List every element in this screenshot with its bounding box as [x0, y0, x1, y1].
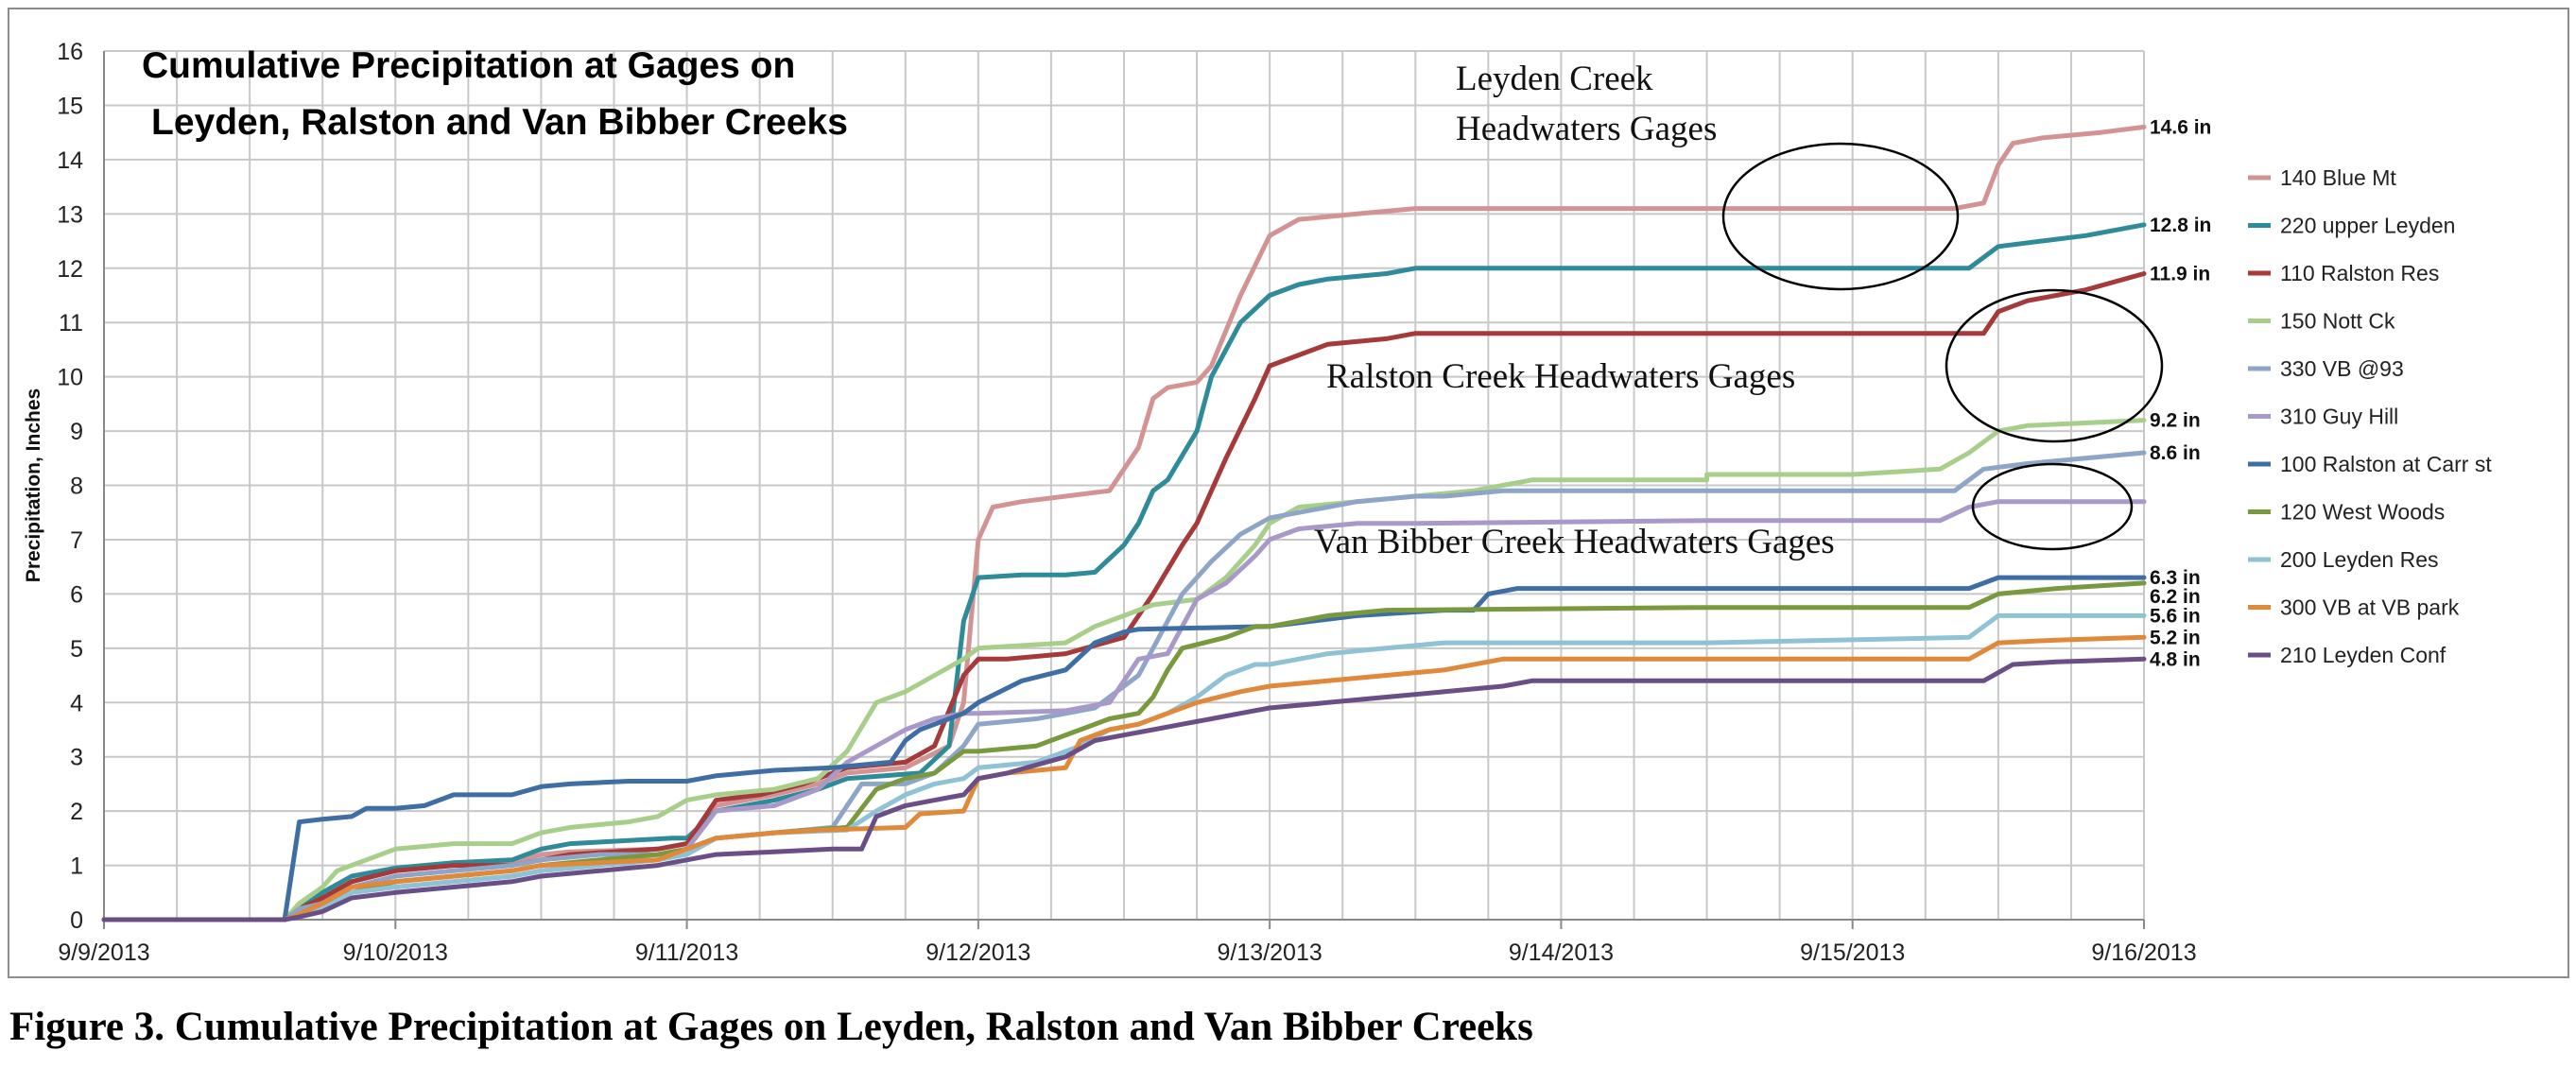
series-line [101, 612, 2147, 922]
end-value-label: 6.2 in [2150, 586, 2201, 608]
annotation-ellipse [1971, 462, 2134, 551]
x-tick-label: 9/15/2013 [1800, 939, 1905, 966]
chart-title-line: Cumulative Precipitation at Gages on [142, 45, 795, 86]
y-tick-label: 13 [57, 201, 83, 228]
legend-label: 300 VB at VB park [2280, 595, 2460, 620]
chart-title-line: Leyden, Ralston and Van Bibber Creeks [151, 102, 848, 143]
legend-item: 150 Nott Ck [2248, 309, 2395, 334]
end-value-label: 6.3 in [2150, 567, 2201, 589]
y-tick-label: 6 [70, 581, 83, 608]
legend-label: 310 Guy Hill [2280, 405, 2398, 429]
y-tick-label: 4 [70, 690, 83, 716]
y-tick-label: 9 [70, 419, 83, 445]
legend-label: 150 Nott Ck [2280, 309, 2395, 334]
chart-title: Cumulative Precipitation at Gages on Leyd… [142, 45, 848, 143]
end-value-label: 8.6 in [2150, 442, 2201, 464]
series-lines [101, 124, 2147, 922]
legend-item: 120 West Woods [2248, 500, 2445, 525]
legend-label: 140 Blue Mt [2280, 165, 2396, 190]
annotation-text: Ralston Creek Headwaters Gages [1326, 357, 1795, 396]
legend: 140 Blue Mt 220 upper Leyden 110 Ralston R… [2248, 165, 2492, 667]
legend-label: 220 upper Leyden [2280, 214, 2455, 238]
end-labels: 14.6 in 12.8 in 11.9 in 9.2 in 8.6 in 6.3 in6… [2150, 116, 2211, 670]
legend-item: 220 upper Leyden [2248, 214, 2455, 238]
series-line [101, 450, 2147, 922]
legend-item: 330 VB @93 [2248, 356, 2404, 381]
grid-lines [103, 50, 2145, 921]
annotation-text: Leyden Creek [1456, 60, 1653, 98]
x-tick-label: 9/16/2013 [2091, 939, 2196, 966]
legend-item: 200 Leyden Res [2248, 547, 2439, 572]
end-value-label: 9.2 in [2150, 410, 2201, 432]
x-tick-label: 9/9/2013 [58, 939, 149, 966]
end-value-label: 4.8 in [2150, 648, 2201, 670]
x-tick-label: 9/14/2013 [1509, 939, 1614, 966]
y-tick-label: 16 [57, 39, 83, 65]
series-line [101, 222, 2147, 922]
end-value-label: 11.9 in [2150, 263, 2210, 284]
legend-label: 330 VB @93 [2280, 356, 2404, 381]
x-tick-label: 9/13/2013 [1218, 939, 1323, 966]
y-tick-label: 15 [57, 93, 83, 119]
series-line [101, 271, 2147, 922]
legend-item: 300 VB at VB park [2248, 595, 2460, 620]
x-tick-label: 9/11/2013 [635, 939, 738, 966]
end-value-label: 12.8 in [2150, 215, 2211, 236]
y-tick-label: 3 [70, 745, 83, 771]
legend-item: 100 Ralston at Carr st [2248, 452, 2492, 476]
legend-label: 200 Leyden Res [2280, 547, 2439, 572]
legend-label: 120 West Woods [2280, 500, 2445, 525]
figure-caption: Figure 3. Cumulative Precipitation at Ga… [9, 1005, 1533, 1049]
annotation-ellipse [1945, 288, 2164, 443]
y-tick-label: 10 [57, 365, 83, 391]
end-value-label: 5.6 in [2150, 605, 2201, 627]
chart-frame: 0 1 2 3 4 5 6 7 8 9 10 11 12 13 14 15 16 9/9/2013 9/10/201… [8, 8, 2569, 978]
legend-item: 210 Leyden Conf [2248, 643, 2446, 667]
legend-label: 110 Ralston Res [2280, 261, 2439, 285]
y-tick-label: 7 [70, 527, 83, 554]
legend-item: 310 Guy Hill [2248, 405, 2398, 429]
series-line [101, 418, 2147, 922]
y-tick-label: 11 [59, 310, 83, 336]
x-tick-label: 9/10/2013 [343, 939, 448, 966]
y-tick-label: 5 [70, 636, 83, 663]
annotation-ellipse [1721, 142, 1960, 291]
annotation-text: Headwaters Gages [1456, 110, 1717, 148]
y-tick-label: 1 [70, 853, 83, 880]
series-line [101, 124, 2147, 922]
annotation-ellipses [1721, 142, 2164, 551]
end-value-label: 5.2 in [2150, 627, 2201, 648]
legend-label: 210 Leyden Conf [2280, 643, 2446, 667]
y-tick-label: 12 [57, 256, 83, 283]
legend-label: 100 Ralston at Carr st [2280, 452, 2492, 476]
series-line [101, 656, 2147, 922]
legend-item: 140 Blue Mt [2248, 165, 2396, 190]
y-tick-label: 8 [70, 474, 83, 500]
end-value-label: 14.6 in [2150, 116, 2211, 138]
x-tick-label: 9/12/2013 [925, 939, 1030, 966]
annotations: Leyden Creek Headwaters Gages Ralston Cree… [1314, 60, 1835, 561]
legend-item: 110 Ralston Res [2248, 261, 2439, 285]
y-tick-label: 14 [57, 147, 83, 174]
annotation-text: Van Bibber Creek Headwaters Gages [1314, 523, 1835, 561]
y-tick-label: 2 [70, 799, 83, 825]
y-tick-label: 0 [70, 907, 83, 934]
y-axis-label: Precipitation, Inches [23, 388, 44, 582]
